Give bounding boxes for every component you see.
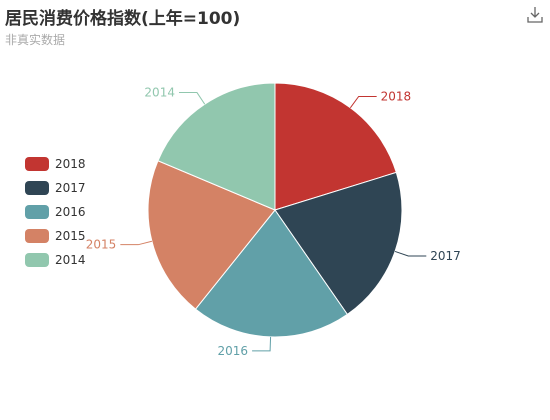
slice-label-2018: 2018 — [381, 89, 412, 103]
chart-title: 居民消费价格指数(上年=100) — [5, 9, 241, 29]
chart-subtitle: 非真实数据 — [5, 33, 66, 47]
pie-slice-2017[interactable] — [274, 171, 403, 316]
legend-item-2016[interactable]: 2016 — [25, 200, 86, 224]
label-line-2016 — [252, 336, 272, 352]
legend-swatch — [25, 205, 49, 219]
legend-swatch — [25, 229, 49, 243]
legend-label: 2017 — [55, 181, 86, 195]
legend: 2018 2017 2016 2015 2014 — [25, 152, 86, 272]
legend-swatch — [25, 181, 49, 195]
slice-label-2015: 2015 — [86, 238, 117, 252]
pie-slice-2018[interactable] — [274, 82, 397, 211]
legend-label: 2015 — [55, 229, 86, 243]
legend-item-2018[interactable]: 2018 — [25, 152, 86, 176]
label-line-2017 — [394, 250, 427, 257]
legend-swatch — [25, 253, 49, 267]
slice-label-2017: 2017 — [430, 249, 461, 263]
legend-swatch — [25, 157, 49, 171]
pie-slice-2015[interactable] — [147, 160, 276, 310]
pie-slice-2014[interactable] — [157, 82, 276, 211]
legend-item-2017[interactable]: 2017 — [25, 176, 86, 200]
label-line-2018 — [349, 95, 377, 109]
legend-label: 2018 — [55, 157, 86, 171]
label-line-2015 — [120, 240, 153, 246]
label-line-2014 — [178, 92, 206, 105]
slice-label-2014: 2014 — [144, 86, 175, 100]
pie-slice-2016[interactable] — [194, 209, 349, 338]
legend-label: 2016 — [55, 205, 86, 219]
legend-item-2015[interactable]: 2015 — [25, 224, 86, 248]
legend-label: 2014 — [55, 253, 86, 267]
download-icon[interactable] — [524, 4, 546, 26]
legend-item-2014[interactable]: 2014 — [25, 248, 86, 272]
slice-label-2016: 2016 — [218, 344, 249, 358]
